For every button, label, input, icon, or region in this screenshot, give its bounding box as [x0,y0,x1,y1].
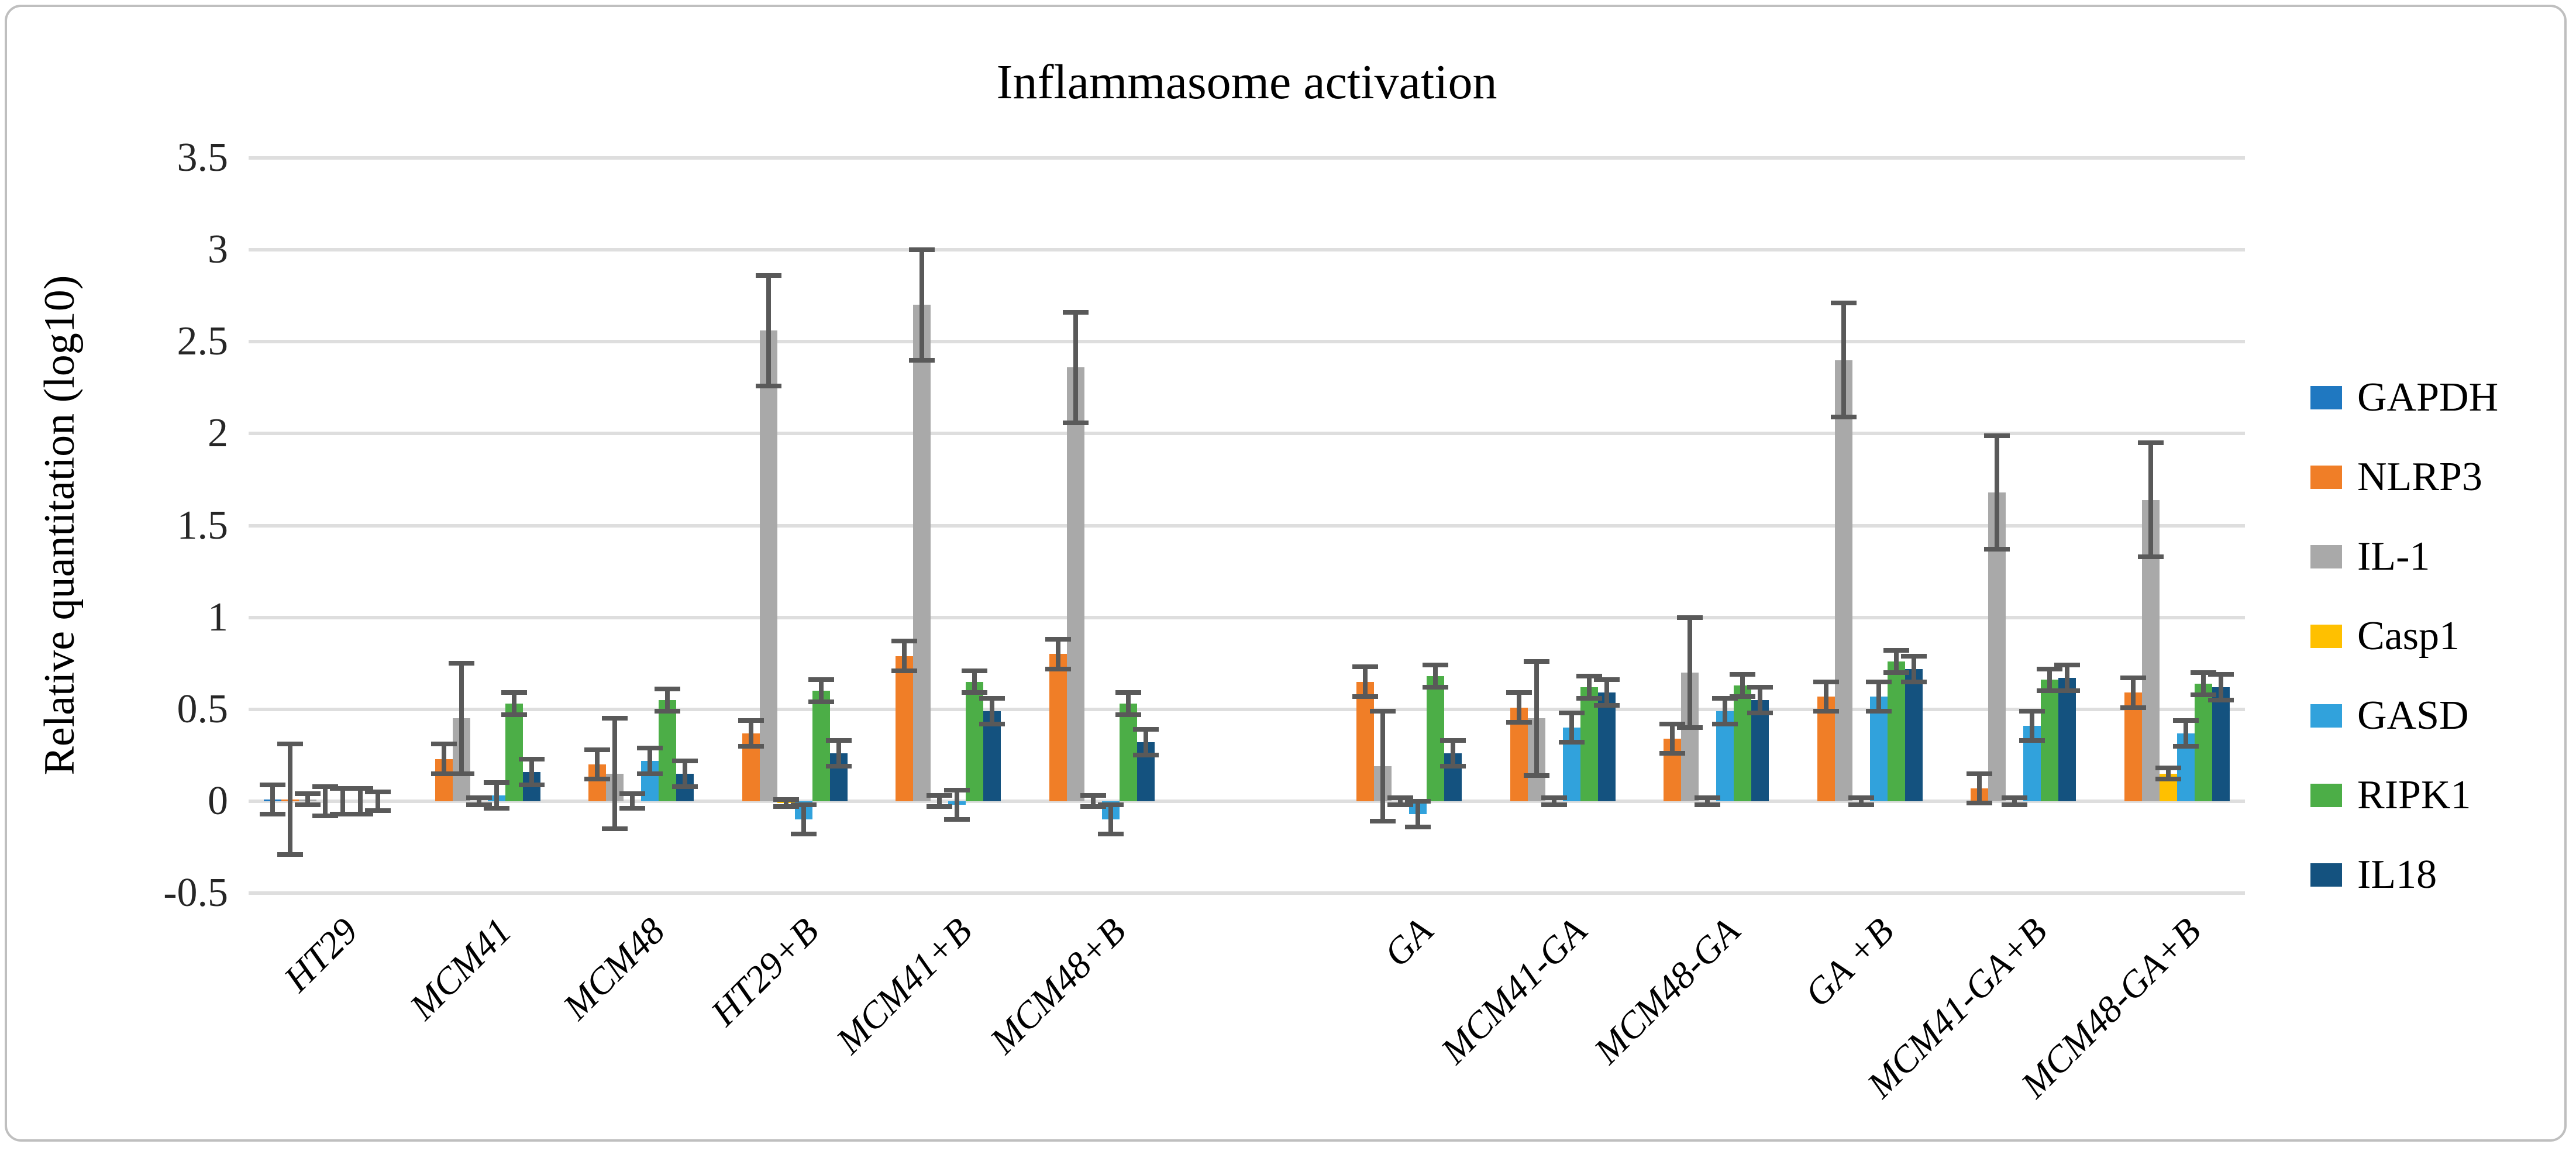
gridline-y-2 [249,432,2245,436]
bar-IL18-MCM48-GA+B [2212,687,2230,801]
bar-IL18-MCM41-GA [1597,692,1616,801]
legend-swatch-GAPDH [2310,386,2342,409]
legend-label-RIPK1: RIPK1 [2357,773,2471,818]
legend-label-IL-1: IL-1 [2357,534,2430,579]
gridline-y-1 [249,615,2245,619]
bar-IL-1-HT29+B [759,330,777,801]
bar-IL18-GA +B [1905,668,1923,801]
bar-RIPK1-MCM48-GA+B [2194,683,2212,801]
y-tick-label: 3 [208,227,228,273]
bar-RIPK1-MCM48+B [1119,704,1137,801]
bar-NLRP3-MCM48+B [1049,654,1067,801]
legend-label-GAPDH: GAPDH [2357,375,2499,420]
legend-item-IL18: IL18 [2310,852,2437,898]
legend-item-IL-1: IL-1 [2310,533,2430,580]
y-tick-label: 2 [208,411,228,456]
gridline-y-2.5 [249,340,2245,344]
legend-swatch-GASD [2310,704,2342,728]
bar-RIPK1-GA +B [1887,661,1905,801]
y-tick-label: 1 [208,594,228,640]
legend-label-IL18: IL18 [2357,852,2437,897]
legend-swatch-RIPK1 [2310,784,2342,807]
y-tick-label: 0.5 [177,686,229,732]
legend-item-NLRP3: NLRP3 [2310,454,2482,501]
gridline-y-0 [249,799,2245,803]
legend-swatch-NLRP3 [2310,466,2342,489]
legend-label-GASD: GASD [2357,693,2469,738]
bar-IL18-MCM41-GA+B [2058,678,2076,801]
gridline-y-1.5 [249,523,2245,528]
legend-label-NLRP3: NLRP3 [2357,454,2482,499]
bar-NLRP3-MCM48-GA+B [2124,692,2142,801]
y-tick-label: 3.5 [177,135,229,180]
legend-item-GASD: GASD [2310,692,2469,739]
bar-NLRP3-GA +B [1817,696,1835,801]
gridline-y-0.5 [249,707,2245,711]
y-tick-label: 0 [208,778,228,823]
figure-border [5,5,2567,1142]
bar-IL-1-MCM48+B [1066,367,1084,801]
legend-item-GAPDH: GAPDH [2310,374,2498,421]
y-tick-label: 2.5 [177,319,229,364]
legend-swatch-IL18 [2310,863,2342,887]
legend-item-RIPK1: RIPK1 [2310,772,2471,819]
legend-label-Casp1: Casp1 [2357,614,2460,659]
bar-RIPK1-MCM48-GA [1734,685,1752,801]
chart-title: Inflammasome activation [996,55,1497,109]
legend-swatch-Casp1 [2310,625,2342,648]
bar-NLRP3-GA [1356,681,1375,801]
bar-NLRP3-MCM41+B [896,656,914,801]
gridline-y-3 [249,248,2245,252]
gridline-y-3.5 [249,156,2245,160]
y-tick-label: -0.5 [163,870,228,915]
bar-IL18-MCM48-GA [1751,700,1769,801]
bar-RIPK1-HT29+B [812,691,830,801]
legend-item-Casp1: Casp1 [2310,613,2460,660]
legend-swatch-IL-1 [2310,545,2342,568]
gridline-y--0.5 [249,891,2245,895]
bar-GASD-GA +B [1869,696,1888,801]
bar-IL-1-GA +B [1834,360,1852,801]
y-tick-label: 1.5 [177,502,229,548]
bar-RIPK1-MCM41+B [966,681,984,801]
bar-IL-1-MCM41+B [913,305,931,801]
